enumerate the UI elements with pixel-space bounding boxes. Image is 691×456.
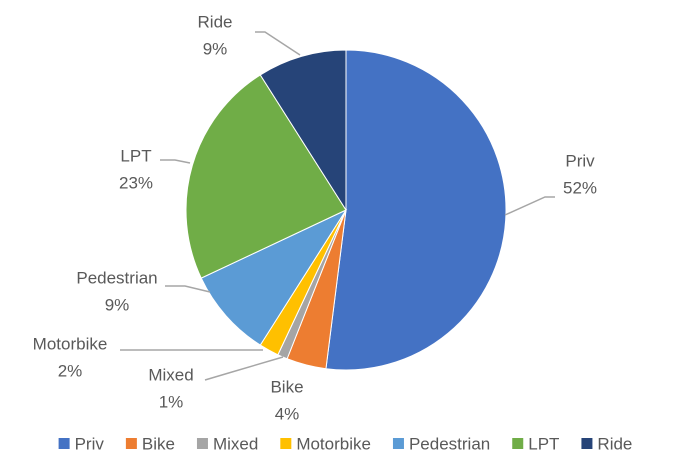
legend-label: Ride [597, 434, 632, 453]
data-label-name: Pedestrian [76, 268, 157, 287]
legend-swatch [125, 438, 137, 449]
data-label-name: Ride [198, 12, 233, 31]
legend-swatch [512, 438, 524, 449]
data-label-value: 23% [119, 173, 153, 192]
legend-swatch [581, 438, 593, 449]
data-label-name: Bike [270, 377, 303, 396]
legend-swatch [58, 438, 70, 449]
legend-label: Pedestrian [409, 434, 490, 453]
leader-line [165, 285, 211, 293]
data-label-value: 9% [203, 39, 228, 58]
pie-slice [185, 74, 347, 279]
data-label-name: Motorbike [33, 334, 108, 353]
legend-label: Priv [75, 434, 105, 453]
legend-swatch [392, 438, 404, 449]
legend-label: Bike [142, 434, 175, 453]
data-label-value: 52% [563, 178, 597, 197]
data-label-value: 9% [105, 295, 130, 314]
legend-label: Motorbike [296, 434, 371, 453]
data-label-value: 2% [58, 361, 83, 380]
pie-slice [200, 208, 348, 346]
leader-line [504, 196, 555, 216]
data-label-name: Mixed [148, 365, 193, 384]
leader-line [255, 31, 301, 56]
data-label-value: 4% [275, 404, 300, 423]
leader-line [204, 356, 284, 381]
legend-label: LPT [528, 434, 559, 453]
legend-swatch [196, 438, 208, 449]
legend-label: Mixed [213, 434, 258, 453]
data-label-name: LPT [120, 146, 151, 165]
leader-line [160, 159, 191, 164]
pie-slice [259, 49, 347, 212]
pie-slice [325, 49, 507, 371]
data-label-name: Priv [565, 151, 595, 170]
data-label-value: 1% [159, 392, 184, 411]
legend-swatch [280, 438, 292, 449]
